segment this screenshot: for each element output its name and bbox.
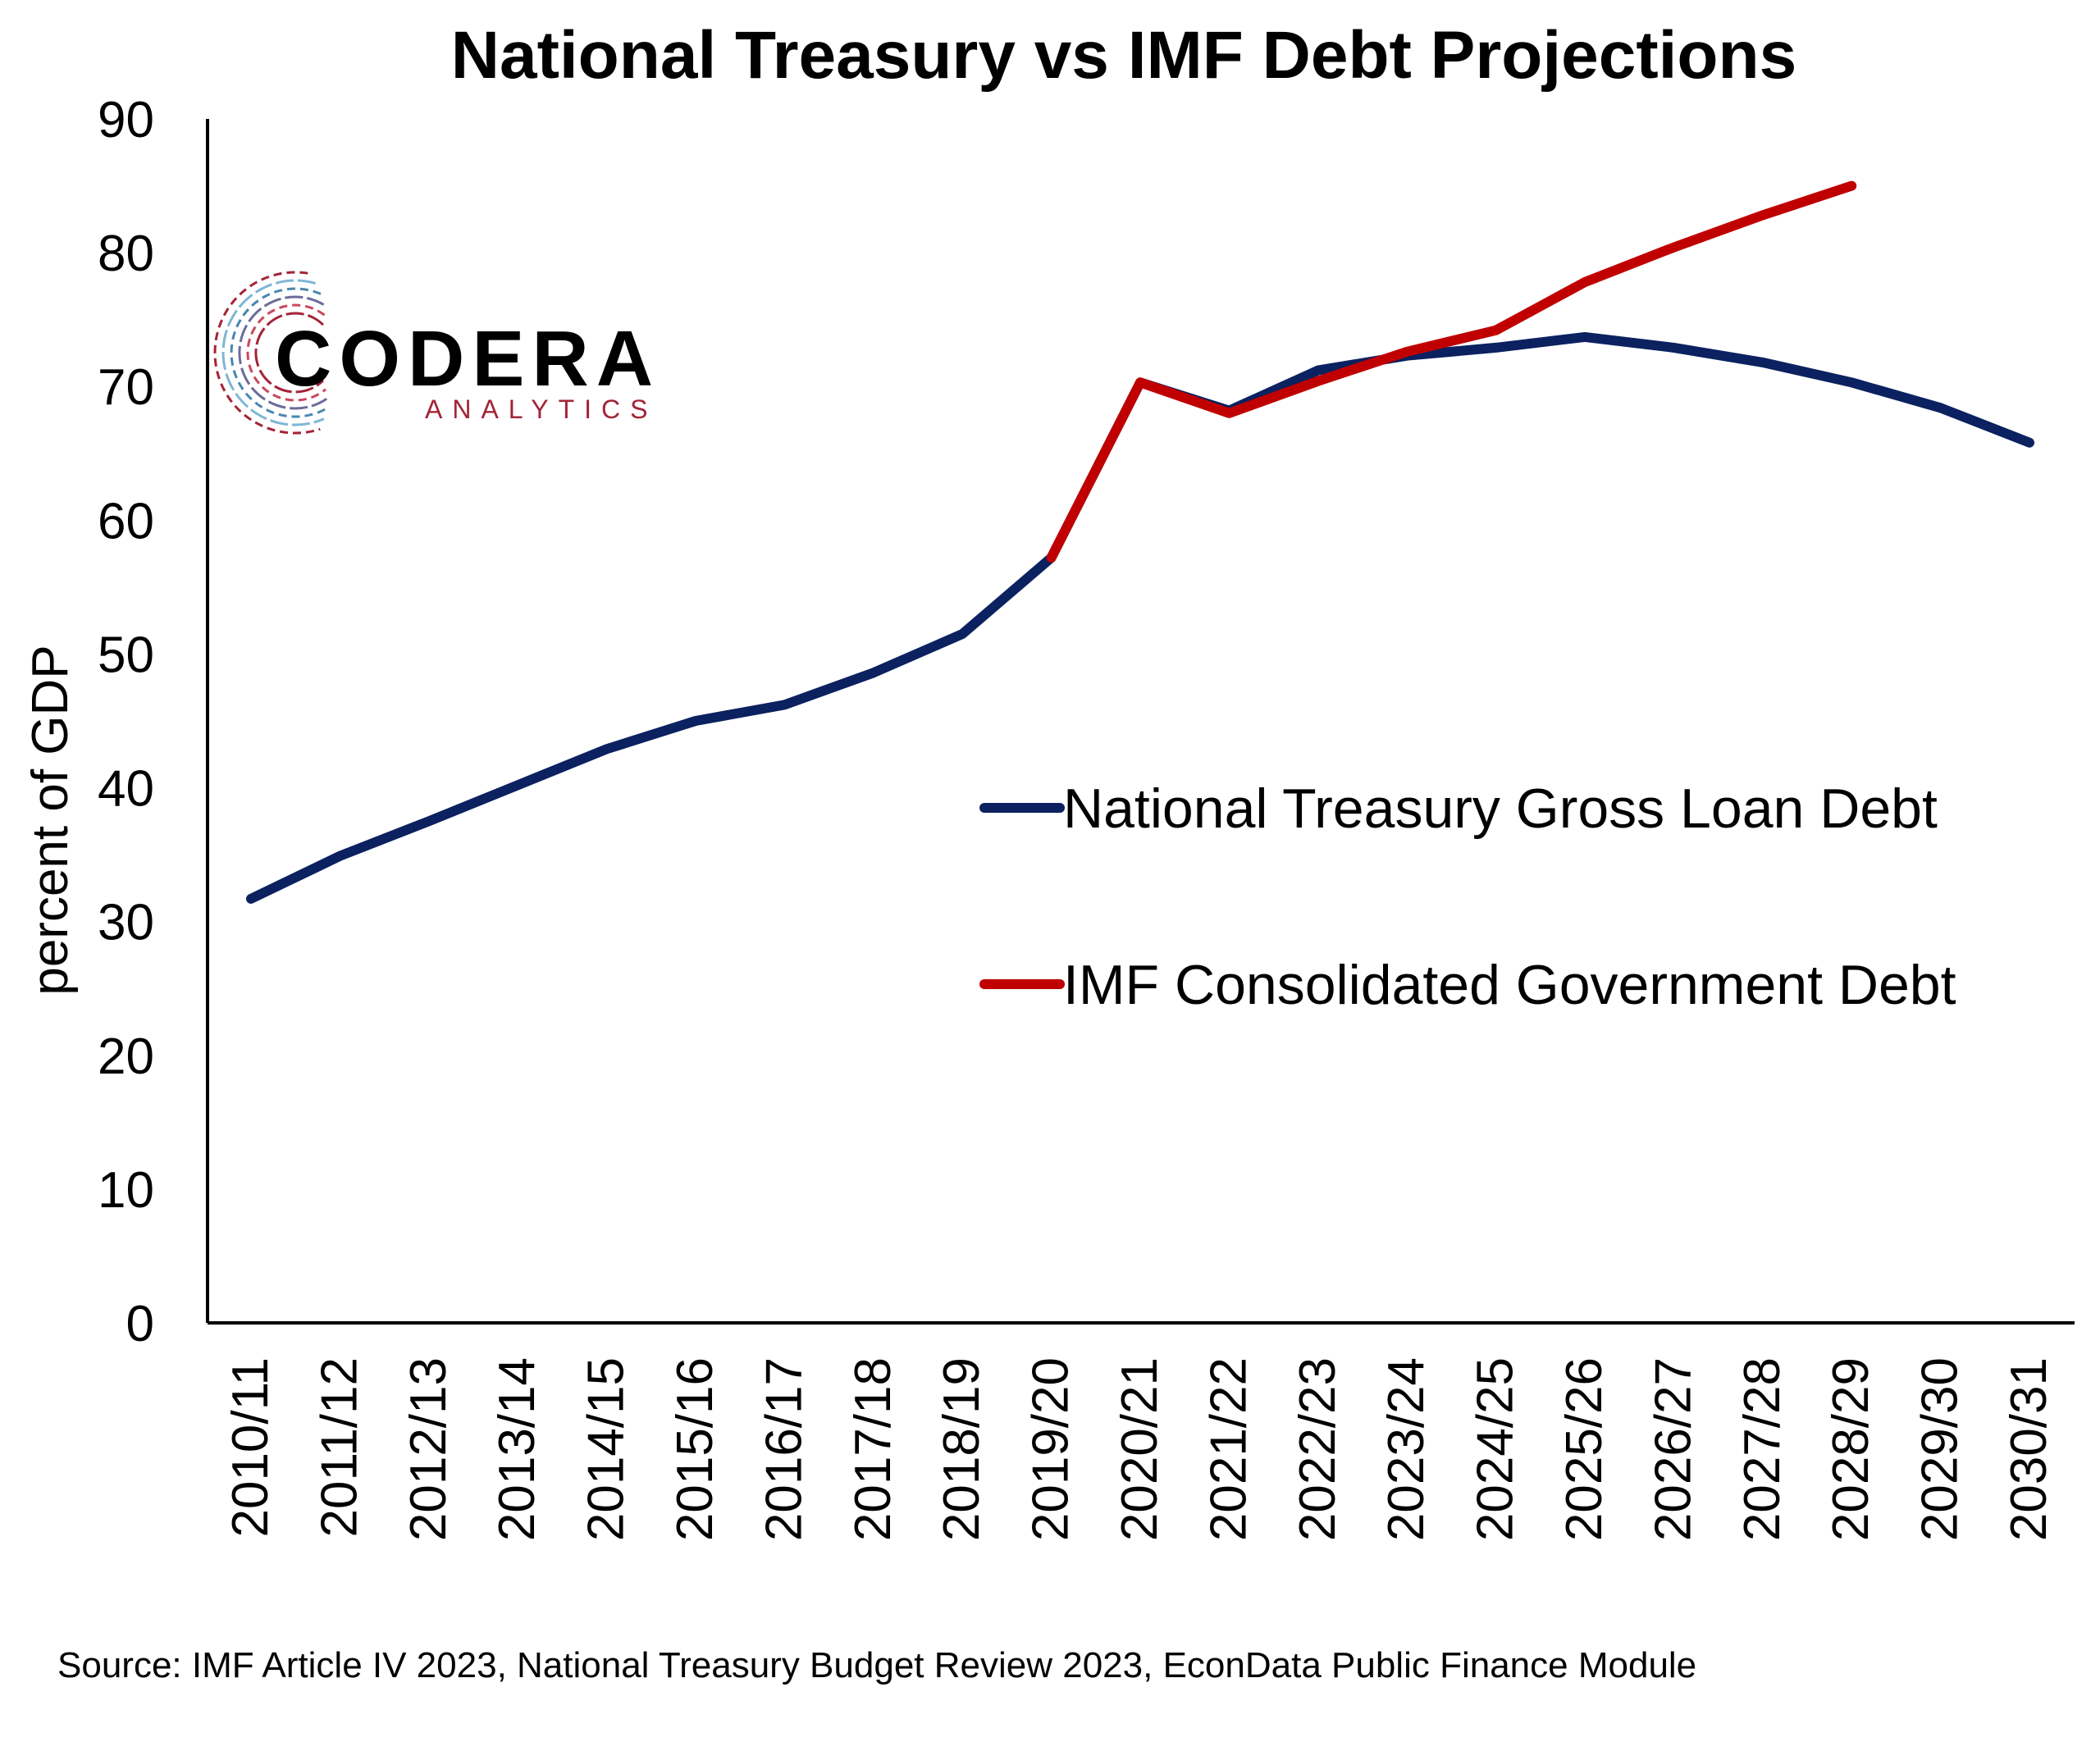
logo-arc (254, 312, 324, 394)
x-tick-label: 2020/21 (1112, 1357, 1168, 1541)
source-note: Source: IMF Article IV 2023, National Tr… (57, 1645, 1696, 1685)
series-lines (246, 180, 2034, 904)
chart-title: National Treasury vs IMF Debt Projection… (451, 18, 1796, 93)
x-tick-label: 2012/13 (400, 1357, 457, 1541)
y-axis-ticks: 0 10 20 30 40 50 60 70 80 90 (98, 92, 154, 1352)
x-tick-label: 2021/22 (1200, 1357, 1257, 1541)
x-tick-label: 2011/12 (311, 1357, 368, 1538)
y-axis-label: percent of GDP (22, 645, 79, 995)
codera-logo: CODERA ANALYTICS (213, 271, 660, 435)
y-tick-label: 60 (98, 493, 154, 549)
logo-arc (213, 271, 321, 435)
x-tick-label: 2029/30 (1912, 1357, 1969, 1541)
x-tick-label: 2016/17 (756, 1357, 812, 1541)
logo-mark-icon (213, 271, 328, 435)
x-axis-ticks: 2010/11 2011/12 2012/13 2013/14 2014/15 2015/… (222, 1357, 2057, 1541)
x-tick-label: 2015/16 (667, 1357, 724, 1541)
x-tick-label: 2030/31 (2001, 1357, 2057, 1541)
x-tick-label: 2022/23 (1290, 1357, 1346, 1541)
legend-label: IMF Consolidated Government Debt (1063, 954, 1956, 1016)
legend: National Treasury Gross Loan Debt IMF Con… (979, 777, 1956, 1016)
y-tick-label: 0 (126, 1296, 154, 1352)
y-tick-label: 50 (98, 627, 154, 683)
x-tick-label: 2024/25 (1468, 1357, 1524, 1541)
logo-arc (246, 303, 326, 402)
axes (206, 119, 2075, 1325)
x-tick-label: 2014/15 (578, 1357, 635, 1541)
y-tick-label: 80 (98, 226, 154, 282)
x-tick-label: 2019/20 (1023, 1357, 1080, 1541)
x-tick-label: 2025/26 (1556, 1357, 1613, 1541)
x-tick-label: 2018/19 (934, 1357, 990, 1541)
logo-name: CODERA (275, 315, 660, 403)
x-tick-label: 2028/29 (1823, 1357, 1879, 1541)
x-tick-label: 2017/18 (845, 1357, 902, 1541)
y-tick-label: 20 (98, 1028, 154, 1085)
x-tick-label: 2027/28 (1734, 1357, 1791, 1541)
y-tick-label: 70 (98, 359, 154, 416)
y-tick-label: 90 (98, 92, 154, 148)
y-tick-label: 10 (98, 1162, 154, 1219)
logo-tagline: ANALYTICS (425, 394, 657, 424)
x-tick-label: 2026/27 (1645, 1357, 1701, 1541)
x-tick-label: 2023/24 (1378, 1357, 1435, 1541)
series-line-imf (1046, 180, 1857, 563)
logo-arc (238, 295, 328, 410)
y-tick-label: 40 (98, 761, 154, 818)
x-tick-label: 2013/14 (489, 1357, 546, 1541)
x-tick-label: 2010/11 (222, 1357, 279, 1538)
logo-arc (221, 279, 325, 426)
y-tick-label: 30 (98, 895, 154, 951)
legend-label: National Treasury Gross Loan Debt (1063, 777, 1938, 840)
